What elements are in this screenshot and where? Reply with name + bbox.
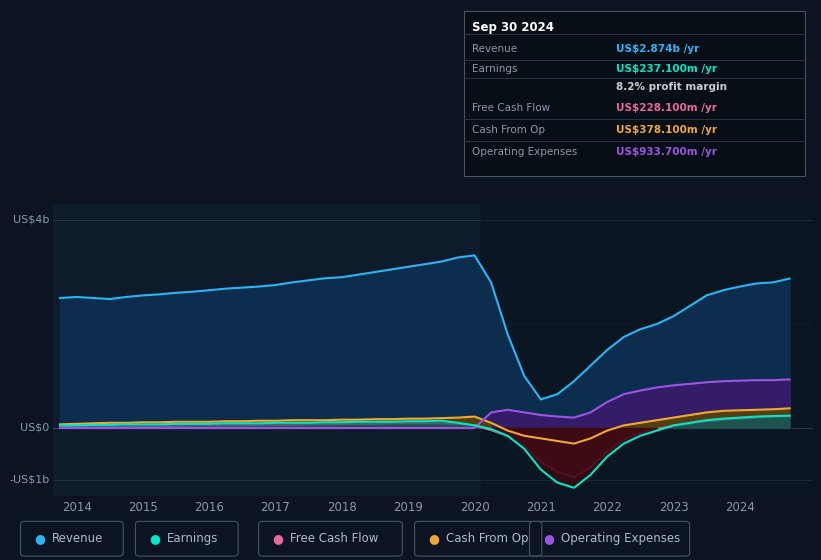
Text: Revenue: Revenue — [52, 532, 103, 545]
Text: US$4b: US$4b — [13, 215, 49, 225]
Text: ●: ● — [34, 532, 45, 545]
Text: US$378.100m /yr: US$378.100m /yr — [616, 125, 717, 135]
Text: Earnings: Earnings — [167, 532, 218, 545]
Text: US$0: US$0 — [21, 423, 49, 433]
Text: US$933.700m /yr: US$933.700m /yr — [616, 147, 717, 157]
Text: Sep 30 2024: Sep 30 2024 — [472, 21, 554, 34]
Text: -US$1b: -US$1b — [9, 475, 49, 485]
Text: ●: ● — [543, 532, 554, 545]
Text: US$228.100m /yr: US$228.100m /yr — [616, 102, 717, 113]
Text: ●: ● — [272, 532, 283, 545]
Text: US$2.874b /yr: US$2.874b /yr — [616, 44, 699, 54]
Text: Operating Expenses: Operating Expenses — [472, 147, 577, 157]
Text: 8.2% profit margin: 8.2% profit margin — [616, 82, 727, 92]
Text: ●: ● — [428, 532, 439, 545]
Bar — [481, 204, 813, 496]
Text: Cash From Op: Cash From Op — [472, 125, 545, 135]
Text: Cash From Op: Cash From Op — [446, 532, 528, 545]
Text: Free Cash Flow: Free Cash Flow — [290, 532, 378, 545]
Text: US$237.100m /yr: US$237.100m /yr — [616, 64, 717, 74]
Text: ●: ● — [149, 532, 160, 545]
Text: Free Cash Flow: Free Cash Flow — [472, 102, 550, 113]
Text: Revenue: Revenue — [472, 44, 517, 54]
Text: Earnings: Earnings — [472, 64, 517, 74]
Text: Operating Expenses: Operating Expenses — [561, 532, 680, 545]
